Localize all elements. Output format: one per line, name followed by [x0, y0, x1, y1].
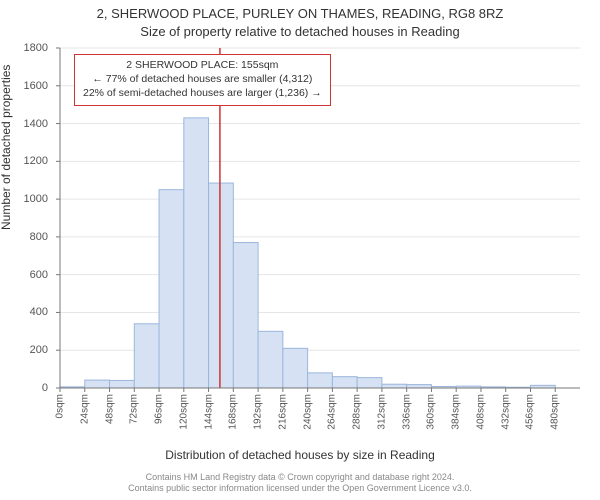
- y-tick-label: 200: [30, 344, 48, 356]
- histogram-bar: [110, 380, 135, 388]
- x-tick-label: 384sqm: [451, 394, 462, 430]
- x-tick-label: 480sqm: [550, 394, 561, 430]
- histogram-bar: [258, 331, 283, 388]
- y-tick-label: 1200: [24, 155, 48, 167]
- x-tick-label: 312sqm: [376, 394, 387, 430]
- x-tick-label: 96sqm: [154, 394, 165, 424]
- x-tick-label: 24sqm: [79, 394, 90, 424]
- x-tick-label: 408sqm: [475, 394, 486, 430]
- histogram-bar: [283, 348, 308, 388]
- y-tick-label: 600: [30, 269, 48, 281]
- y-tick-label: 1600: [24, 80, 48, 92]
- histogram-bar: [233, 243, 258, 388]
- chart-title-line1: 2, SHERWOOD PLACE, PURLEY ON THAMES, REA…: [0, 6, 600, 21]
- histogram-bar: [184, 118, 209, 388]
- x-tick-label: 216sqm: [277, 394, 288, 430]
- histogram-bar: [332, 377, 357, 388]
- x-tick-label: 456sqm: [525, 394, 536, 430]
- y-tick-label: 1800: [24, 42, 48, 54]
- footer-line1: Contains HM Land Registry data © Crown c…: [0, 472, 600, 483]
- x-tick-label: 240sqm: [302, 394, 313, 430]
- x-axis-title: Distribution of detached houses by size …: [0, 448, 600, 462]
- x-tick-label: 72sqm: [129, 394, 140, 424]
- x-tick-label: 0sqm: [55, 394, 66, 418]
- y-tick-label: 1000: [24, 193, 48, 205]
- histogram-bar: [308, 373, 333, 388]
- annotation-line2: ← 77% of detached houses are smaller (4,…: [83, 72, 322, 86]
- y-tick-label: 400: [30, 306, 48, 318]
- x-tick-label: 120sqm: [178, 394, 189, 430]
- annotation-line3: 22% of semi-detached houses are larger (…: [83, 86, 322, 100]
- x-tick-label: 288sqm: [352, 394, 363, 430]
- y-tick-label: 800: [30, 231, 48, 243]
- x-tick-label: 192sqm: [253, 394, 264, 430]
- footer-line2: Contains public sector information licen…: [0, 483, 600, 494]
- y-tick-label: 0: [42, 382, 48, 394]
- annotation-box: 2 SHERWOOD PLACE: 155sqm ← 77% of detach…: [74, 54, 331, 106]
- chart-title-line2: Size of property relative to detached ho…: [0, 24, 600, 39]
- histogram-bar: [357, 378, 382, 388]
- y-axis-ticks: 020040060080010001200140016001800: [0, 48, 56, 388]
- histogram-bar: [209, 183, 234, 388]
- x-tick-label: 360sqm: [426, 394, 437, 430]
- x-tick-label: 144sqm: [203, 394, 214, 430]
- footer-attribution: Contains HM Land Registry data © Crown c…: [0, 472, 600, 495]
- x-tick-label: 336sqm: [401, 394, 412, 430]
- x-tick-label: 264sqm: [327, 394, 338, 430]
- annotation-line1: 2 SHERWOOD PLACE: 155sqm: [83, 58, 322, 72]
- histogram-bar: [159, 190, 184, 388]
- x-tick-label: 48sqm: [104, 394, 115, 424]
- histogram-bar: [134, 324, 159, 388]
- histogram-bar: [85, 380, 110, 388]
- y-tick-label: 1400: [24, 118, 48, 130]
- chart-container: 2, SHERWOOD PLACE, PURLEY ON THAMES, REA…: [0, 0, 600, 500]
- x-tick-label: 432sqm: [500, 394, 511, 430]
- x-tick-label: 168sqm: [228, 394, 239, 430]
